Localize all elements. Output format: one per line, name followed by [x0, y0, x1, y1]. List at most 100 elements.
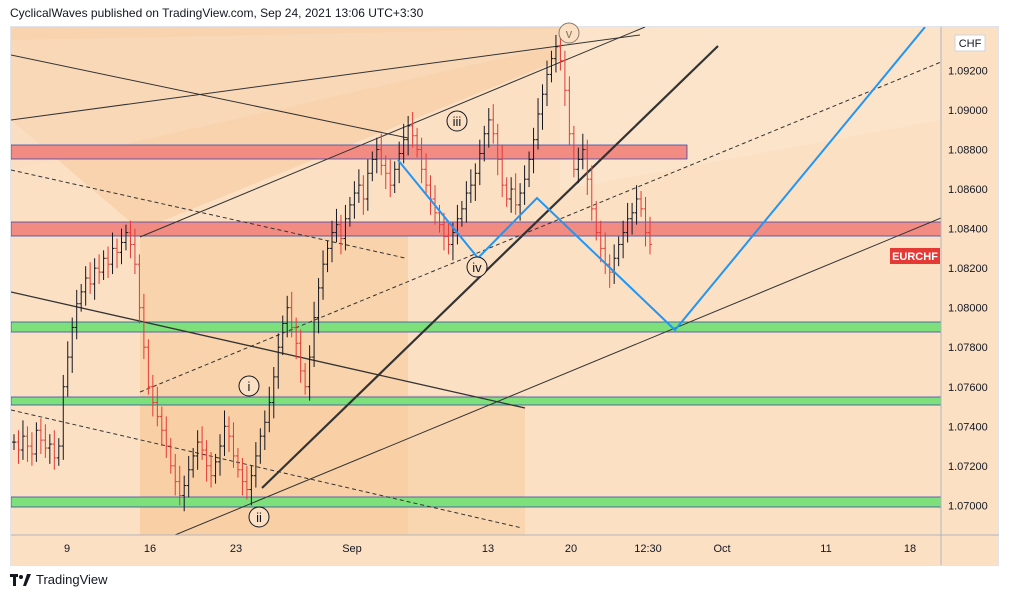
- candle: [303, 363, 308, 395]
- candle: [92, 258, 97, 300]
- candle: [338, 214, 343, 255]
- candle: [226, 416, 231, 452]
- time-tick-label: 20: [565, 543, 577, 555]
- tradingview-brand: TradingView: [36, 572, 108, 587]
- candle: [495, 123, 500, 176]
- candle: [491, 104, 496, 144]
- candle: [388, 159, 393, 197]
- candle: [34, 422, 39, 462]
- candle: [155, 386, 160, 427]
- candle: [137, 254, 142, 324]
- upper-right-shade: [560, 27, 941, 190]
- candle: [106, 246, 111, 279]
- tradingview-logo-icon: [10, 573, 31, 586]
- price-tick-label: 1.08800: [948, 145, 988, 157]
- candle: [262, 410, 267, 451]
- candle: [218, 434, 223, 476]
- descending-line-mid: [11, 291, 526, 409]
- candle: [16, 430, 21, 464]
- candle: [128, 220, 133, 259]
- candle: [621, 220, 626, 259]
- candle: [450, 222, 455, 261]
- candle: [253, 442, 258, 488]
- svg-text:iv: iv: [472, 260, 482, 275]
- candle: [347, 196, 352, 227]
- wave-label-iii: iii: [446, 110, 468, 132]
- candle: [482, 125, 487, 162]
- candle: [544, 60, 549, 107]
- time-tick-label: 12:30: [634, 543, 662, 555]
- candle: [164, 416, 169, 458]
- candle: [141, 293, 146, 360]
- price-axis: 1.09200 1.09000 1.08800 1.08600 1.08400 1.082…: [948, 65, 988, 512]
- candle: [343, 204, 348, 251]
- support-zone-1: [11, 321, 941, 333]
- price-tick-label: 1.09200: [948, 65, 988, 77]
- candle: [553, 34, 558, 73]
- candle: [325, 240, 330, 273]
- candle: [47, 434, 52, 464]
- candle: [38, 418, 43, 454]
- price-tick-label: 1.07400: [948, 421, 988, 433]
- candle: [209, 451, 214, 488]
- resistance-zone-1: [11, 144, 688, 160]
- candle: [280, 315, 285, 356]
- svg-text:CHF: CHF: [959, 38, 982, 50]
- candle: [428, 175, 433, 215]
- candle: [648, 216, 652, 255]
- candle: [424, 153, 429, 196]
- candle: [598, 220, 603, 263]
- time-axis: 9 16 23 Sep 13 20 12:30 Oct 11 18: [64, 543, 916, 555]
- candle: [289, 291, 294, 338]
- candle: [365, 159, 370, 211]
- candle: [392, 161, 397, 194]
- support-zone-3: [11, 496, 941, 508]
- candle: [204, 440, 209, 482]
- candle: [70, 317, 75, 373]
- candle: [549, 50, 554, 83]
- candle: [383, 155, 388, 190]
- candle: [294, 317, 299, 360]
- price-tick-label: 1.07000: [948, 500, 988, 512]
- wave-label-v: v: [558, 22, 580, 44]
- price-tick-label: 1.08400: [948, 224, 988, 236]
- candle: [159, 406, 164, 447]
- price-tick-label: 1.08200: [948, 263, 988, 275]
- candle: [52, 430, 57, 470]
- time-tick-label: 11: [820, 543, 831, 555]
- candle: [83, 266, 88, 306]
- price-tick-label: 1.08600: [948, 184, 988, 196]
- candle: [464, 181, 469, 223]
- candle: [316, 278, 321, 334]
- candle: [607, 254, 612, 288]
- time-tick-label: 13: [482, 543, 494, 555]
- candle: [603, 232, 608, 275]
- price-tick-label: 1.07600: [948, 382, 988, 394]
- price-tick-label: 1.08000: [948, 303, 988, 315]
- candle: [639, 191, 644, 217]
- candle: [536, 98, 541, 150]
- footer: TradingView: [10, 572, 108, 587]
- candle: [562, 50, 567, 107]
- time-tick-label: 9: [64, 543, 70, 555]
- candle: [330, 220, 334, 263]
- candle: [504, 177, 509, 207]
- candle: [567, 76, 572, 146]
- dashed-line-2: [11, 409, 523, 529]
- candle: [79, 283, 84, 312]
- candle: [222, 410, 227, 456]
- candle: [446, 220, 451, 255]
- candle: [321, 250, 326, 300]
- price-tick-label: 1.07800: [948, 342, 988, 354]
- candle: [168, 438, 173, 474]
- candle: [298, 329, 303, 383]
- candle: [258, 428, 263, 464]
- candle: [115, 238, 120, 269]
- wave-label-ii: ii: [248, 506, 270, 528]
- candle: [29, 432, 34, 466]
- candle: [249, 465, 254, 506]
- candle: [123, 224, 128, 251]
- candle: [146, 339, 151, 395]
- candle: [186, 455, 191, 498]
